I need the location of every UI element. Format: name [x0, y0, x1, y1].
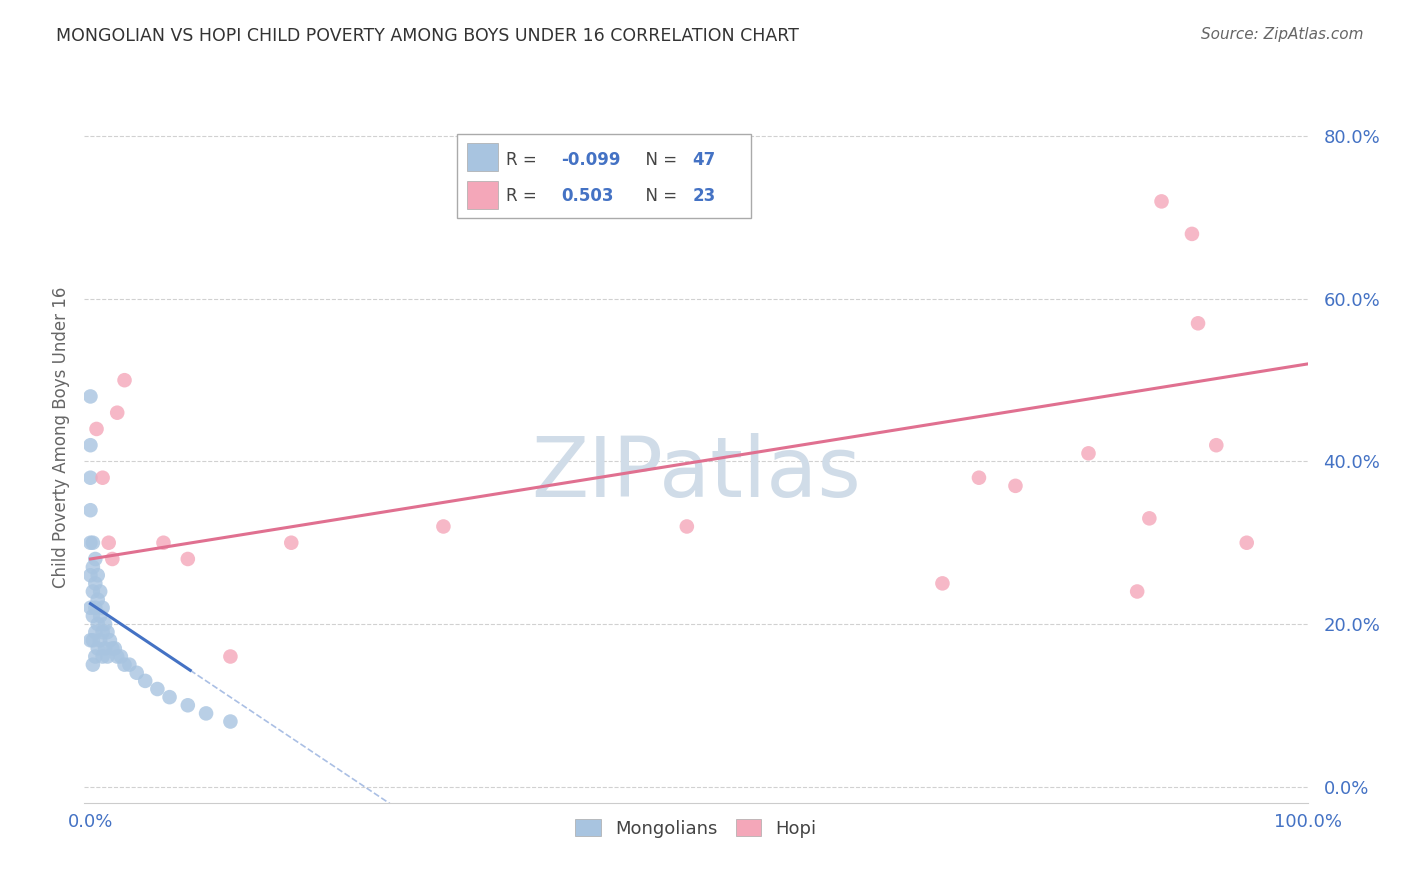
- Point: [89, 584, 111, 599]
- Point: [105, 649, 128, 664]
- Text: 47: 47: [692, 152, 716, 169]
- Point: [676, 519, 699, 533]
- Point: [152, 535, 174, 549]
- Point: [1126, 584, 1149, 599]
- Point: [84, 600, 107, 615]
- Point: [931, 576, 953, 591]
- Point: [101, 641, 124, 656]
- Point: [1150, 194, 1173, 209]
- Text: -0.099: -0.099: [561, 152, 621, 169]
- Legend: Mongolians, Hopi: Mongolians, Hopi: [568, 812, 824, 845]
- Point: [101, 552, 124, 566]
- Point: [79, 600, 101, 615]
- Point: [432, 519, 454, 533]
- Point: [89, 608, 111, 623]
- Point: [86, 422, 108, 436]
- Point: [79, 633, 101, 648]
- Point: [105, 406, 128, 420]
- Point: [79, 535, 101, 549]
- Point: [104, 641, 127, 656]
- Point: [79, 503, 101, 517]
- Point: [1077, 446, 1099, 460]
- Point: [114, 657, 136, 672]
- Point: [82, 633, 104, 648]
- Text: 0.503: 0.503: [561, 186, 614, 205]
- FancyBboxPatch shape: [467, 181, 498, 210]
- Point: [1187, 316, 1209, 330]
- Point: [96, 625, 118, 640]
- Point: [177, 552, 200, 566]
- Point: [89, 633, 111, 648]
- Point: [84, 649, 107, 664]
- Y-axis label: Child Poverty Among Boys Under 16: Child Poverty Among Boys Under 16: [52, 286, 70, 588]
- Point: [97, 535, 120, 549]
- Point: [84, 552, 107, 566]
- Text: R =: R =: [506, 186, 547, 205]
- Point: [118, 657, 141, 672]
- Point: [82, 560, 104, 574]
- Point: [79, 471, 101, 485]
- Point: [1137, 511, 1160, 525]
- Point: [82, 535, 104, 549]
- Point: [84, 625, 107, 640]
- Point: [91, 625, 114, 640]
- Point: [82, 608, 104, 623]
- Point: [159, 690, 181, 705]
- Point: [84, 576, 107, 591]
- Text: 23: 23: [692, 186, 716, 205]
- FancyBboxPatch shape: [457, 134, 751, 218]
- Point: [967, 471, 990, 485]
- Point: [177, 698, 200, 713]
- Point: [79, 568, 101, 582]
- Point: [1205, 438, 1227, 452]
- Text: N =: N =: [636, 186, 682, 205]
- Point: [1181, 227, 1204, 241]
- Point: [87, 641, 110, 656]
- Text: N =: N =: [636, 152, 682, 169]
- Point: [91, 471, 114, 485]
- Point: [98, 633, 121, 648]
- Point: [110, 649, 132, 664]
- Point: [1236, 535, 1258, 549]
- Point: [195, 706, 218, 721]
- Point: [134, 673, 156, 688]
- Text: MONGOLIAN VS HOPI CHILD POVERTY AMONG BOYS UNDER 16 CORRELATION CHART: MONGOLIAN VS HOPI CHILD POVERTY AMONG BO…: [56, 27, 799, 45]
- Point: [91, 649, 114, 664]
- Point: [125, 665, 148, 680]
- Point: [146, 681, 169, 696]
- Point: [87, 568, 110, 582]
- FancyBboxPatch shape: [467, 143, 498, 170]
- Point: [82, 584, 104, 599]
- Point: [219, 714, 242, 729]
- Point: [94, 617, 117, 632]
- Point: [79, 438, 101, 452]
- Point: [82, 657, 104, 672]
- Point: [114, 373, 136, 387]
- Point: [1004, 479, 1026, 493]
- Text: Source: ZipAtlas.com: Source: ZipAtlas.com: [1201, 27, 1364, 42]
- Point: [87, 592, 110, 607]
- Point: [87, 617, 110, 632]
- Point: [94, 641, 117, 656]
- Text: R =: R =: [506, 152, 543, 169]
- Point: [96, 649, 118, 664]
- Point: [219, 649, 242, 664]
- Text: ZIPatlas: ZIPatlas: [531, 434, 860, 514]
- Point: [91, 600, 114, 615]
- Point: [79, 389, 101, 403]
- Point: [280, 535, 302, 549]
